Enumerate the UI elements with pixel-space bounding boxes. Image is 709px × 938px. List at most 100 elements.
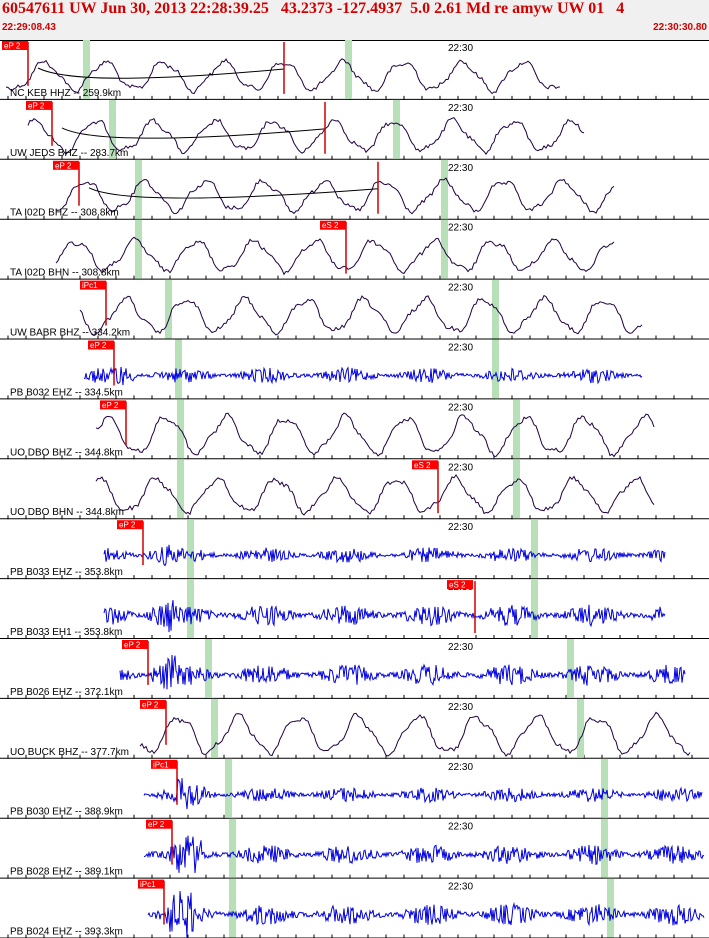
minute-label: 22:30 — [448, 462, 473, 473]
station-label: PB B032 EHZ -- 334.5km — [10, 387, 123, 398]
predicted-window — [135, 159, 142, 219]
station-label: PB B024 EHZ -- 393.3km — [10, 927, 123, 938]
p-pick-label: eP 2 — [148, 820, 165, 829]
p-pick-flag — [80, 280, 106, 290]
predicted-window — [492, 279, 499, 339]
station-label: PB B028 EHZ -- 389.1km — [10, 867, 123, 878]
p-pick-label: iPc1 — [82, 281, 98, 290]
waveform-trace — [119, 654, 686, 690]
trace-row: 22:30 eP 2 NC KEB HHZ -- 259.9km — [0, 40, 709, 100]
waveform-trace — [27, 117, 585, 155]
p-pick-flag — [88, 340, 114, 350]
predicted-window — [165, 279, 172, 339]
p-pick-label: eP 2 — [55, 161, 72, 170]
s-pick-flag — [412, 460, 438, 470]
minute-label: 22:30 — [448, 163, 473, 174]
predicted-window — [531, 519, 538, 579]
p-pick-label: iPc1 — [153, 760, 169, 769]
trace-row: 22:30 eP 2 UW JEDS BHZ -- 283.7km — [0, 99, 709, 160]
minute-label: 22:30 — [448, 522, 473, 533]
predicted-window — [175, 339, 182, 399]
travel-time-curve — [37, 67, 285, 79]
p-pick-label: eP 2 — [119, 521, 136, 530]
trace-row: 22:30 eP 2 UO DBO BHZ -- 344.8km — [0, 399, 709, 460]
station-label: UW JEDS BHZ -- 283.7km — [10, 148, 128, 159]
p-pick-flag — [117, 520, 143, 530]
p-pick-flag — [140, 699, 166, 709]
waveform-trace — [103, 600, 666, 633]
trace-row: 22:30 eS 2 UO DBO BHN -- 344.8km — [0, 459, 709, 520]
p-pick-flag — [151, 759, 177, 769]
trace-row: 22:30 iPc1 UW BABR BHZ -- 334.2km — [0, 279, 709, 340]
predicted-window — [513, 399, 520, 459]
predicted-window — [492, 339, 499, 399]
predicted-window — [531, 579, 538, 638]
minute-label: 22:30 — [448, 822, 473, 833]
predicted-window — [187, 519, 194, 579]
travel-time-curve — [61, 127, 326, 139]
trace-row: 22:30 eP 2 PB B032 EHZ -- 334.5km — [0, 339, 709, 400]
p-pick-flag — [122, 640, 148, 649]
predicted-window — [601, 758, 608, 818]
station-label: UO DBO BHZ -- 344.8km — [10, 447, 123, 458]
station-label: TA I02D BHN -- 308.8km — [10, 268, 120, 279]
trace-row: 22:30 eP 2 PB B026 EHZ -- 372.1km — [0, 639, 709, 699]
predicted-window — [109, 99, 116, 159]
s-pick-flag — [320, 220, 346, 230]
waveform-trace — [55, 177, 615, 215]
predicted-window — [513, 459, 520, 519]
station-label: PB B030 EHZ -- 388.9km — [10, 807, 123, 818]
waveform-trace — [139, 711, 691, 757]
header-bar: 60547611 UW Jun 30, 2013 22:28:39.25 43.… — [0, 0, 709, 41]
predicted-window — [229, 878, 236, 938]
waveform-trace — [5, 58, 561, 95]
predicted-window — [345, 40, 352, 99]
p-pick-flag — [100, 400, 126, 410]
s-pick-label: eS 2 — [414, 461, 431, 470]
predicted-window — [567, 639, 574, 698]
waveform-trace — [83, 366, 643, 386]
predicted-window — [601, 818, 608, 878]
waveform-trace — [95, 474, 655, 516]
p-pick-label: eP 2 — [102, 401, 119, 410]
p-pick-flag — [53, 160, 79, 170]
s-pick-label: eS 2 — [449, 581, 466, 590]
minute-label: 22:30 — [448, 642, 473, 653]
p-pick-label: eP 2 — [142, 700, 159, 709]
station-label: PB B033 EH1 -- 353.8km — [10, 627, 122, 638]
minute-label: 22:30 — [448, 343, 473, 354]
seismogram-panel: 22:30 eP 2 NC KEB HHZ -- 259.9km 22:30 eP 2 U… — [0, 40, 709, 938]
s-pick-flag — [447, 580, 473, 590]
waveform-trace — [55, 236, 615, 276]
predicted-window — [205, 639, 212, 698]
trace-row: 22:30 iPc1 PB B030 EHZ -- 388.9km — [0, 758, 709, 819]
predicted-window — [441, 219, 448, 279]
waveform-trace — [95, 412, 655, 458]
station-label: TA I02D BHZ -- 308.8km — [10, 208, 119, 219]
minute-label: 22:30 — [448, 283, 473, 294]
minute-label: 22:30 — [448, 702, 473, 713]
station-label: PB B033 EHZ -- 353.8km — [10, 567, 123, 578]
p-pick-label: eP 2 — [4, 42, 21, 51]
trace-row: 22:30 eP 2 TA I02D BHZ -- 308.8km — [0, 159, 709, 220]
station-label: PB B026 EHZ -- 372.1km — [10, 687, 123, 698]
station-label: NC KEB HHZ -- 259.9km — [10, 88, 121, 99]
trace-row: 22:30 iPc1 PB B024 EHZ -- 393.3km — [0, 878, 709, 938]
travel-time-curve — [88, 187, 379, 199]
predicted-window — [83, 40, 90, 99]
predicted-window — [135, 219, 142, 279]
trace-row: 22:30 eP 2 UO BUCK BHZ -- 377.7km — [0, 698, 709, 759]
predicted-window — [393, 99, 400, 159]
event-title: 60547611 UW Jun 30, 2013 22:28:39.25 43.… — [2, 0, 625, 17]
predicted-window — [211, 698, 218, 758]
minute-label: 22:30 — [448, 402, 473, 413]
end-time: 22:30:30.80 — [653, 22, 707, 33]
station-label: UW BABR BHZ -- 334.2km — [10, 328, 130, 339]
predicted-window — [177, 459, 184, 519]
waveform-trace — [147, 890, 705, 938]
p-pick-flag — [2, 41, 28, 50]
p-pick-flag — [26, 100, 52, 110]
waveform-trace — [103, 544, 666, 567]
p-pick-label: eP 2 — [124, 641, 141, 650]
